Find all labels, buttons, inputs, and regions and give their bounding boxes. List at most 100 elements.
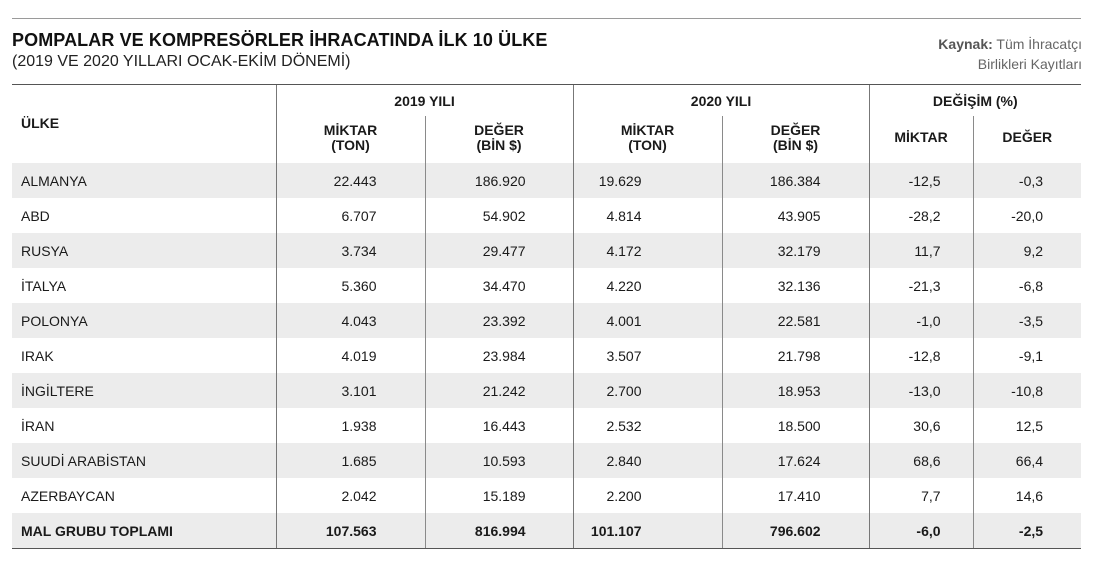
- country-cell: MAL GRUBU TOPLAMI: [12, 513, 276, 549]
- change-qty-cell: -12,5: [868, 163, 974, 198]
- value-2020-cell: 32.136: [721, 268, 870, 303]
- subheader-qty-unit: (TON): [628, 136, 667, 153]
- chart-title: POMPALAR VE KOMPRESÖRLER İHRACATINDA İLK…: [12, 30, 548, 50]
- subheader-val-label: DEĞER: [770, 121, 821, 138]
- country-cell: ABD: [21, 207, 50, 224]
- change-value-cell: 66,4: [972, 443, 1082, 478]
- chart-subtitle: (2019 VE 2020 YILLARI OCAK-EKİM DÖNEMİ): [12, 53, 351, 70]
- value-2019-cell: 15.189: [424, 478, 574, 513]
- qty-2020-cell: 101.107: [572, 513, 723, 549]
- table-row: ABD 6.707 54.902 4.814 43.905 -28,2 -20,0: [12, 198, 1082, 233]
- value-2019-cell: 23.984: [424, 338, 574, 373]
- subheader-val-unit: (BİN $): [476, 136, 522, 153]
- qty-2020-cell: 2.840: [572, 443, 723, 478]
- subheader-change-qty: MİKTAR: [868, 116, 974, 163]
- qty-2020-cell: 4.172: [572, 233, 723, 268]
- country-cell: RUSYA: [12, 233, 276, 268]
- subheader-qty-label: MİKTAR: [323, 121, 378, 138]
- qty-2019-cell: 3.101: [275, 373, 425, 408]
- group-header-change: DEĞİŞİM (%): [868, 84, 1082, 116]
- qty-2019-cell: 1.938: [275, 408, 425, 443]
- qty-2019-cell: 4.043: [275, 303, 425, 338]
- change-qty-cell: -12,8: [868, 338, 974, 373]
- source-text-2: Birlikleri Kayıtları: [977, 56, 1082, 72]
- table-row: POLONYA 4.043 23.392 4.001 22.581 -1,0 -3,5: [12, 303, 1082, 338]
- change-qty-cell: 7,7: [868, 478, 974, 513]
- change-value-cell: -6,8: [972, 268, 1082, 303]
- subheader-val-2019: DEĞER (BİN $): [424, 116, 574, 163]
- change-value-cell: 14,6: [972, 478, 1082, 513]
- value-2020-cell: 18.953: [721, 373, 870, 408]
- change-value-cell: -2,5: [972, 513, 1082, 549]
- data-table: ÜLKE 2019 YILI 2020 YILI DEĞİŞİM (%) MİK…: [12, 84, 1082, 549]
- header-row-sub: MİKTAR (TON) DEĞER (BİN $) MİKTAR (TON) …: [12, 116, 1082, 163]
- table-row: İNGİLTERE 3.101 21.242 2.700 18.953 -13,0 -10,…: [12, 373, 1082, 408]
- qty-2019-cell: 6.707: [275, 198, 425, 233]
- country-cell: SUUDİ ARABİSTAN: [12, 443, 276, 478]
- subheader-val-label: DEĞER: [474, 121, 524, 138]
- table-row: ALMANYA 22.443 186.920 19.629 186.384 -12,5 -0…: [12, 163, 1082, 198]
- qty-2020-cell: 4.001: [572, 303, 723, 338]
- value-2019-cell: 23.392: [424, 303, 574, 338]
- qty-2020-cell: 2.532: [572, 408, 723, 443]
- group-header-2020: 2020 YILI: [572, 84, 870, 116]
- qty-2019-cell: 3.734: [275, 233, 425, 268]
- source-text-1: Tüm İhracatçı: [996, 36, 1082, 52]
- value-2019-cell: 816.994: [424, 513, 574, 549]
- qty-2019-cell: 107.563: [275, 513, 425, 549]
- qty-2020-cell: 4.814: [572, 198, 723, 233]
- change-qty-cell: 30,6: [868, 408, 974, 443]
- value-2019-cell: 29.477: [424, 233, 574, 268]
- value-2019-cell: 10.593: [424, 443, 574, 478]
- change-qty-cell: 68,6: [868, 443, 974, 478]
- top-rule: [12, 18, 1081, 19]
- country-cell: POLONYA: [12, 303, 276, 338]
- change-value-cell: 9,2: [972, 233, 1082, 268]
- table-row: SUUDİ ARABİSTAN 1.685 10.593 2.840 17.624 68,…: [12, 443, 1082, 478]
- qty-2019-cell: 5.360: [275, 268, 425, 303]
- value-2020-cell: 21.798: [721, 338, 870, 373]
- change-value-cell: -10,8: [972, 373, 1082, 408]
- value-2020-cell: 32.179: [721, 233, 870, 268]
- value-2019-cell: 16.443: [424, 408, 574, 443]
- qty-2020-cell: 2.700: [572, 373, 723, 408]
- qty-2020-cell: 3.507: [572, 338, 723, 373]
- subheader-val-unit: (BİN $): [772, 136, 819, 153]
- country-cell: İNGİLTERE: [12, 373, 276, 408]
- subheader-qty-label: MİKTAR: [620, 121, 675, 138]
- qty-2019-cell: 2.042: [275, 478, 425, 513]
- value-2020-cell: 17.410: [721, 478, 870, 513]
- country-header: ÜLKE: [12, 84, 276, 163]
- value-2020-cell: 186.384: [721, 163, 870, 198]
- change-qty-cell: -1,0: [868, 303, 974, 338]
- total-row: MAL GRUBU TOPLAMI 107.563 816.994 101.107 79…: [12, 513, 1082, 549]
- country-cell: IRAK: [21, 347, 54, 364]
- qty-2020-cell: 19.629: [572, 163, 723, 198]
- subheader-val-2020: DEĞER (BİN $): [721, 116, 870, 163]
- qty-2019-cell: 22.443: [275, 163, 425, 198]
- header-row-groups: ÜLKE 2019 YILI 2020 YILI DEĞİŞİM (%): [12, 84, 1082, 163]
- change-qty-cell: -28,2: [868, 198, 974, 233]
- table-body: ALMANYA 22.443 186.920 19.629 186.384 -12,5 -0…: [12, 163, 1082, 549]
- table-row: İTALYA 5.360 34.470 4.220 32.136 -21,3 -6,8: [12, 268, 1082, 303]
- change-qty-cell: -13,0: [868, 373, 974, 408]
- value-2020-cell: 43.905: [721, 198, 870, 233]
- change-value-cell: 12,5: [972, 408, 1082, 443]
- table-row: RUSYA 3.734 29.477 4.172 32.179 11,7 9,2: [12, 233, 1082, 268]
- qty-2020-cell: 2.200: [572, 478, 723, 513]
- source-label: Kaynak:: [938, 36, 993, 52]
- value-2019-cell: 186.920: [424, 163, 574, 198]
- value-2020-cell: 22.581: [721, 303, 870, 338]
- value-2019-cell: 21.242: [424, 373, 574, 408]
- value-2019-cell: 54.902: [424, 198, 574, 233]
- subheader-change-val: DEĞER: [972, 116, 1082, 163]
- subheader-qty-unit: (TON): [331, 136, 370, 153]
- country-cell: AZERBAYCAN: [21, 487, 115, 504]
- table-row: IRAK 4.019 23.984 3.507 21.798 -12,8 -9,1: [12, 338, 1082, 373]
- qty-2019-cell: 4.019: [275, 338, 425, 373]
- qty-2020-cell: 4.220: [572, 268, 723, 303]
- change-value-cell: -0,3: [972, 163, 1082, 198]
- country-cell: İRAN: [21, 417, 55, 434]
- source-note: Kaynak: Tüm İhracatçı Birlikleri Kayıtla…: [822, 34, 1082, 74]
- value-2020-cell: 796.602: [721, 513, 870, 549]
